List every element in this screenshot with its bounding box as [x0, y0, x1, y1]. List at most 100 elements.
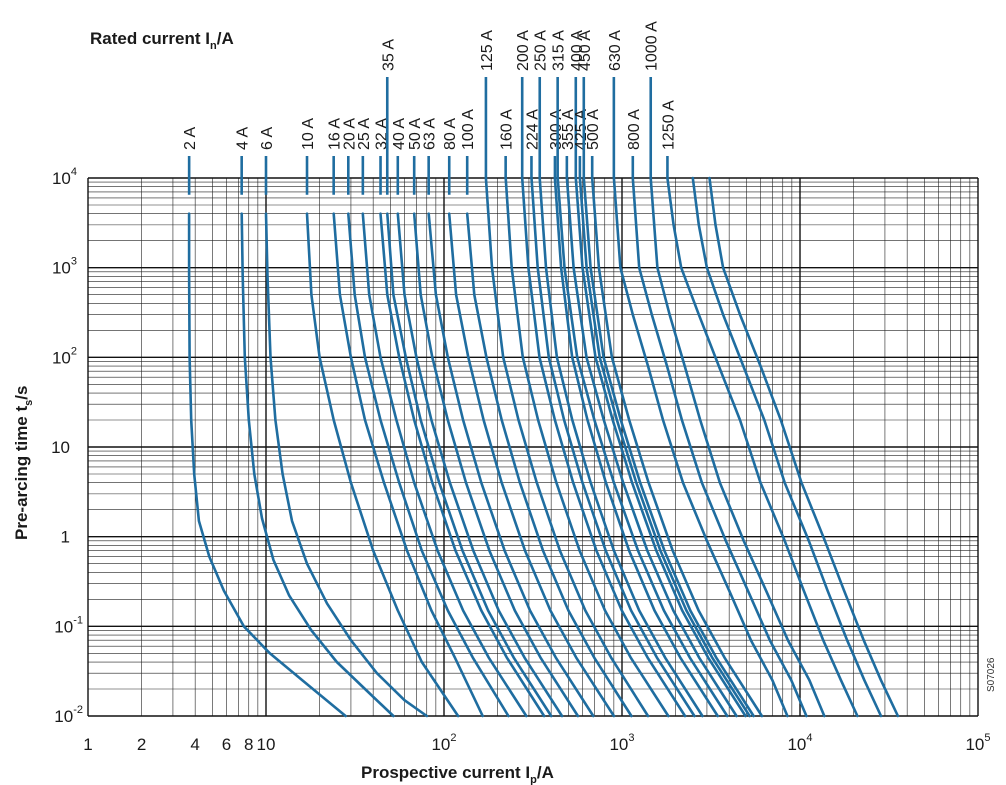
series-label: 355 A	[560, 109, 577, 150]
series-label: 6 A	[259, 127, 276, 150]
series-label: 35 A	[380, 39, 397, 71]
series-label-group: 250 A	[533, 30, 550, 71]
series-label: 315 A	[551, 30, 568, 71]
series-label-group: 4 A	[235, 127, 252, 150]
curve-125a	[484, 176, 650, 718]
series-label-group: 800 A	[626, 109, 643, 150]
curve-1000a	[649, 176, 826, 718]
series-label-group: 80 A	[442, 118, 459, 150]
y-tick-label: 10	[51, 438, 70, 457]
series-label: 25 A	[356, 118, 373, 150]
series-label-group: 400 A	[569, 30, 586, 71]
x-tick-label: 105	[965, 732, 990, 754]
series-label: 1000 A	[644, 21, 661, 71]
series-label-group: 16 A	[327, 118, 344, 150]
curve-40a	[396, 212, 564, 718]
series-label-group: 50 A	[407, 118, 424, 150]
series-label-group: 25 A	[356, 118, 373, 150]
curve-100a	[465, 212, 633, 718]
curve-315a	[556, 176, 729, 718]
curve-32a	[379, 212, 546, 718]
chart-title: Rated current In/A	[90, 29, 234, 52]
y-tick-label: 10-1	[54, 614, 83, 636]
series-label: 250 A	[533, 30, 550, 71]
series-label: 1250 A	[660, 100, 677, 150]
curves	[187, 176, 900, 718]
series-label-group: 1000 A	[644, 21, 661, 71]
curve-800a	[631, 176, 808, 718]
series-label: 160 A	[499, 109, 516, 150]
series-label: 425 A	[573, 109, 590, 150]
series-label: 80 A	[442, 118, 459, 150]
series-label: 200 A	[515, 30, 532, 71]
x-tick-label: 2	[137, 735, 146, 754]
y-tick-label: 10-2	[54, 704, 83, 726]
y-tick-label: 103	[52, 256, 77, 278]
curve-35a	[386, 212, 553, 718]
document-code: S07026	[986, 657, 997, 692]
series-label: 224 A	[524, 109, 541, 150]
x-tick-label: 102	[431, 732, 456, 754]
curve-300a	[553, 176, 719, 718]
series-label-group: 200 A	[515, 30, 532, 71]
y-axis-title-group: Pre-arcing time ts/s	[12, 386, 35, 540]
x-axis-title: Prospective current Ip/A	[361, 763, 554, 785]
series-label: 2 A	[182, 127, 199, 150]
y-tick-label: 104	[52, 166, 77, 188]
series-label-group: 450 A	[577, 30, 594, 71]
series-label-group: 355 A	[560, 109, 577, 150]
series-label-group: 63 A	[422, 118, 439, 150]
series-label: 100 A	[460, 109, 477, 150]
curve-500a	[590, 176, 764, 718]
series-label: 500 A	[585, 109, 602, 150]
curve-224a	[530, 176, 696, 718]
series-label: 800 A	[626, 109, 643, 150]
series-label-group: 2 A	[182, 127, 199, 150]
series-label-group: 315 A	[551, 30, 568, 71]
y-tick-label: 1	[61, 528, 70, 547]
x-tick-label: 103	[609, 732, 634, 754]
curve-355a	[565, 176, 738, 718]
series-label-group: 35 A	[380, 39, 397, 71]
series-label: 40 A	[391, 118, 408, 150]
series-label: 16 A	[327, 118, 344, 150]
series-label-group: 425 A	[573, 109, 590, 150]
curve-extra-1	[691, 176, 883, 718]
series-label-group: 160 A	[499, 109, 516, 150]
series-label: 125 A	[479, 30, 496, 71]
curve-160a	[504, 176, 670, 718]
series-label: 630 A	[607, 30, 624, 71]
curve-20a	[347, 212, 510, 718]
x-tick-label: 104	[787, 732, 812, 754]
curve-80a	[447, 212, 616, 718]
x-tick-label: 4	[190, 735, 199, 754]
curve-extra-2	[708, 176, 900, 718]
series-label-group: 224 A	[524, 109, 541, 150]
y-axis-title: Pre-arcing time ts/s	[12, 386, 35, 540]
curve-450a	[582, 176, 755, 718]
series-label-group: 1250 A	[660, 100, 677, 150]
series-label-group: 630 A	[607, 30, 624, 71]
curve-10a	[305, 212, 460, 718]
series-label-group: 20 A	[341, 118, 358, 150]
curve-50a	[412, 212, 580, 718]
series-label-group: 10 A	[300, 118, 317, 150]
series-label: 4 A	[235, 127, 252, 150]
x-tick-label: 1	[83, 735, 92, 754]
series-label: 20 A	[341, 118, 358, 150]
curve-16a	[332, 212, 484, 718]
curve-2a	[187, 212, 347, 718]
y-tick-label: 102	[52, 345, 77, 367]
series-label: 400 A	[569, 30, 586, 71]
curve-200a	[520, 176, 687, 718]
curve-1250a	[666, 176, 859, 718]
series-label: 50 A	[407, 118, 424, 150]
curve-6a	[264, 212, 429, 718]
curve-400a	[574, 176, 747, 718]
curve-250a	[538, 176, 704, 718]
series-label-group: 100 A	[460, 109, 477, 150]
curve-630a	[612, 176, 789, 718]
curve-4a	[240, 212, 395, 718]
